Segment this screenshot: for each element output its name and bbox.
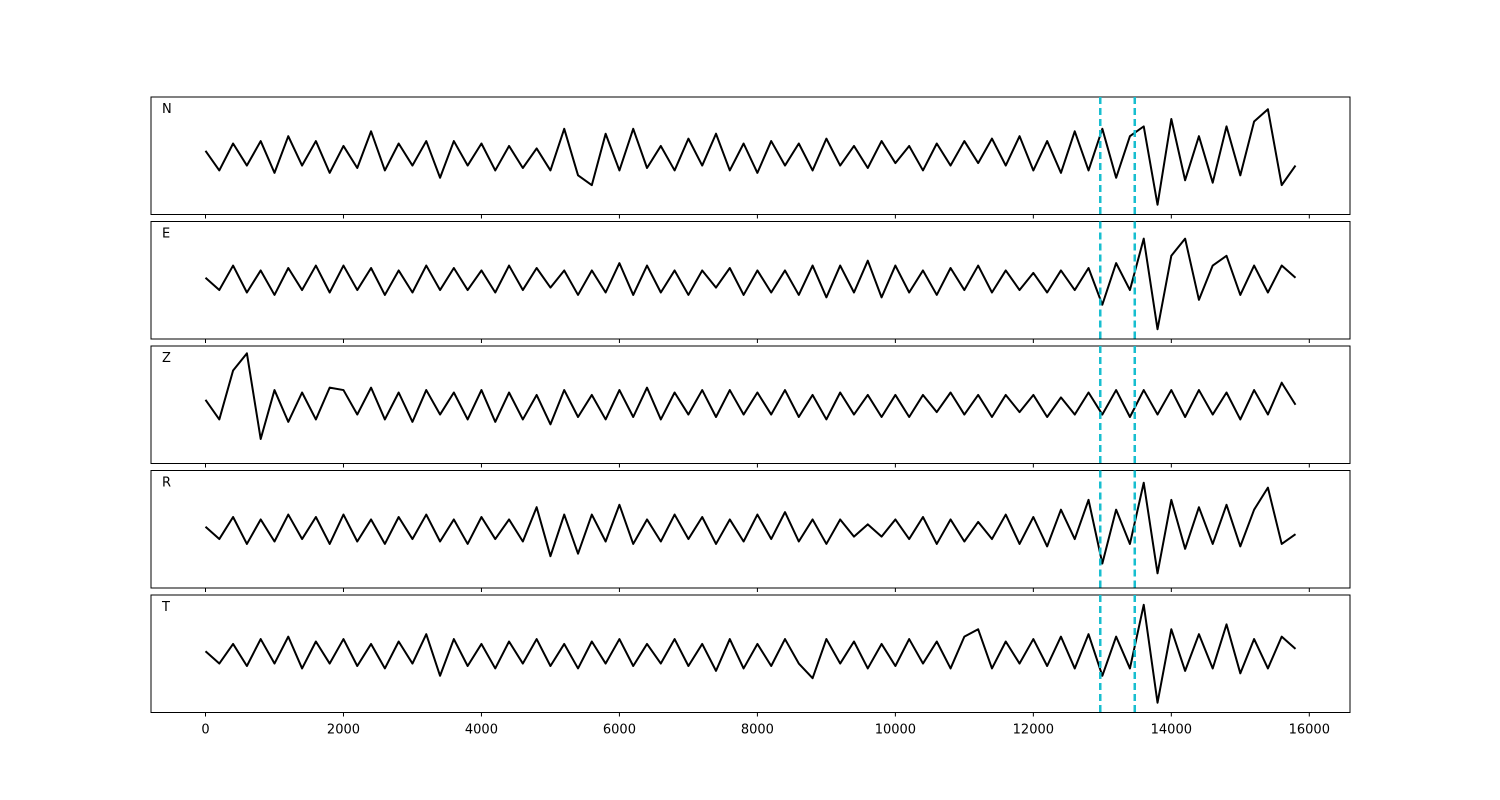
- x-tick-label: 14000: [1151, 723, 1192, 738]
- x-tick-label: 8000: [741, 723, 774, 738]
- panel-label: N: [162, 102, 172, 117]
- panel-frame: [150, 594, 1351, 713]
- panel-label: E: [162, 227, 170, 242]
- x-tick-label: 16000: [1289, 723, 1330, 738]
- trace: [204, 481, 1297, 575]
- panel-label: Z: [162, 351, 171, 366]
- panel-label: R: [162, 476, 171, 491]
- panel-frame: [150, 221, 1351, 340]
- panel-frame: [150, 96, 1351, 215]
- trace: [204, 237, 1297, 331]
- x-tick-label: 6000: [603, 723, 636, 738]
- panel-frame: [150, 345, 1351, 464]
- x-tick-label: 2000: [327, 723, 360, 738]
- x-tick-label: 10000: [875, 723, 916, 738]
- x-tick-label: 12000: [1013, 723, 1054, 738]
- trace: [204, 603, 1297, 704]
- trace: [204, 352, 1297, 441]
- trace: [204, 108, 1297, 206]
- panel-frame: [150, 470, 1351, 589]
- panel-label: T: [161, 600, 170, 615]
- x-tick-label: 0: [201, 723, 209, 738]
- x-tick-label: 4000: [465, 723, 498, 738]
